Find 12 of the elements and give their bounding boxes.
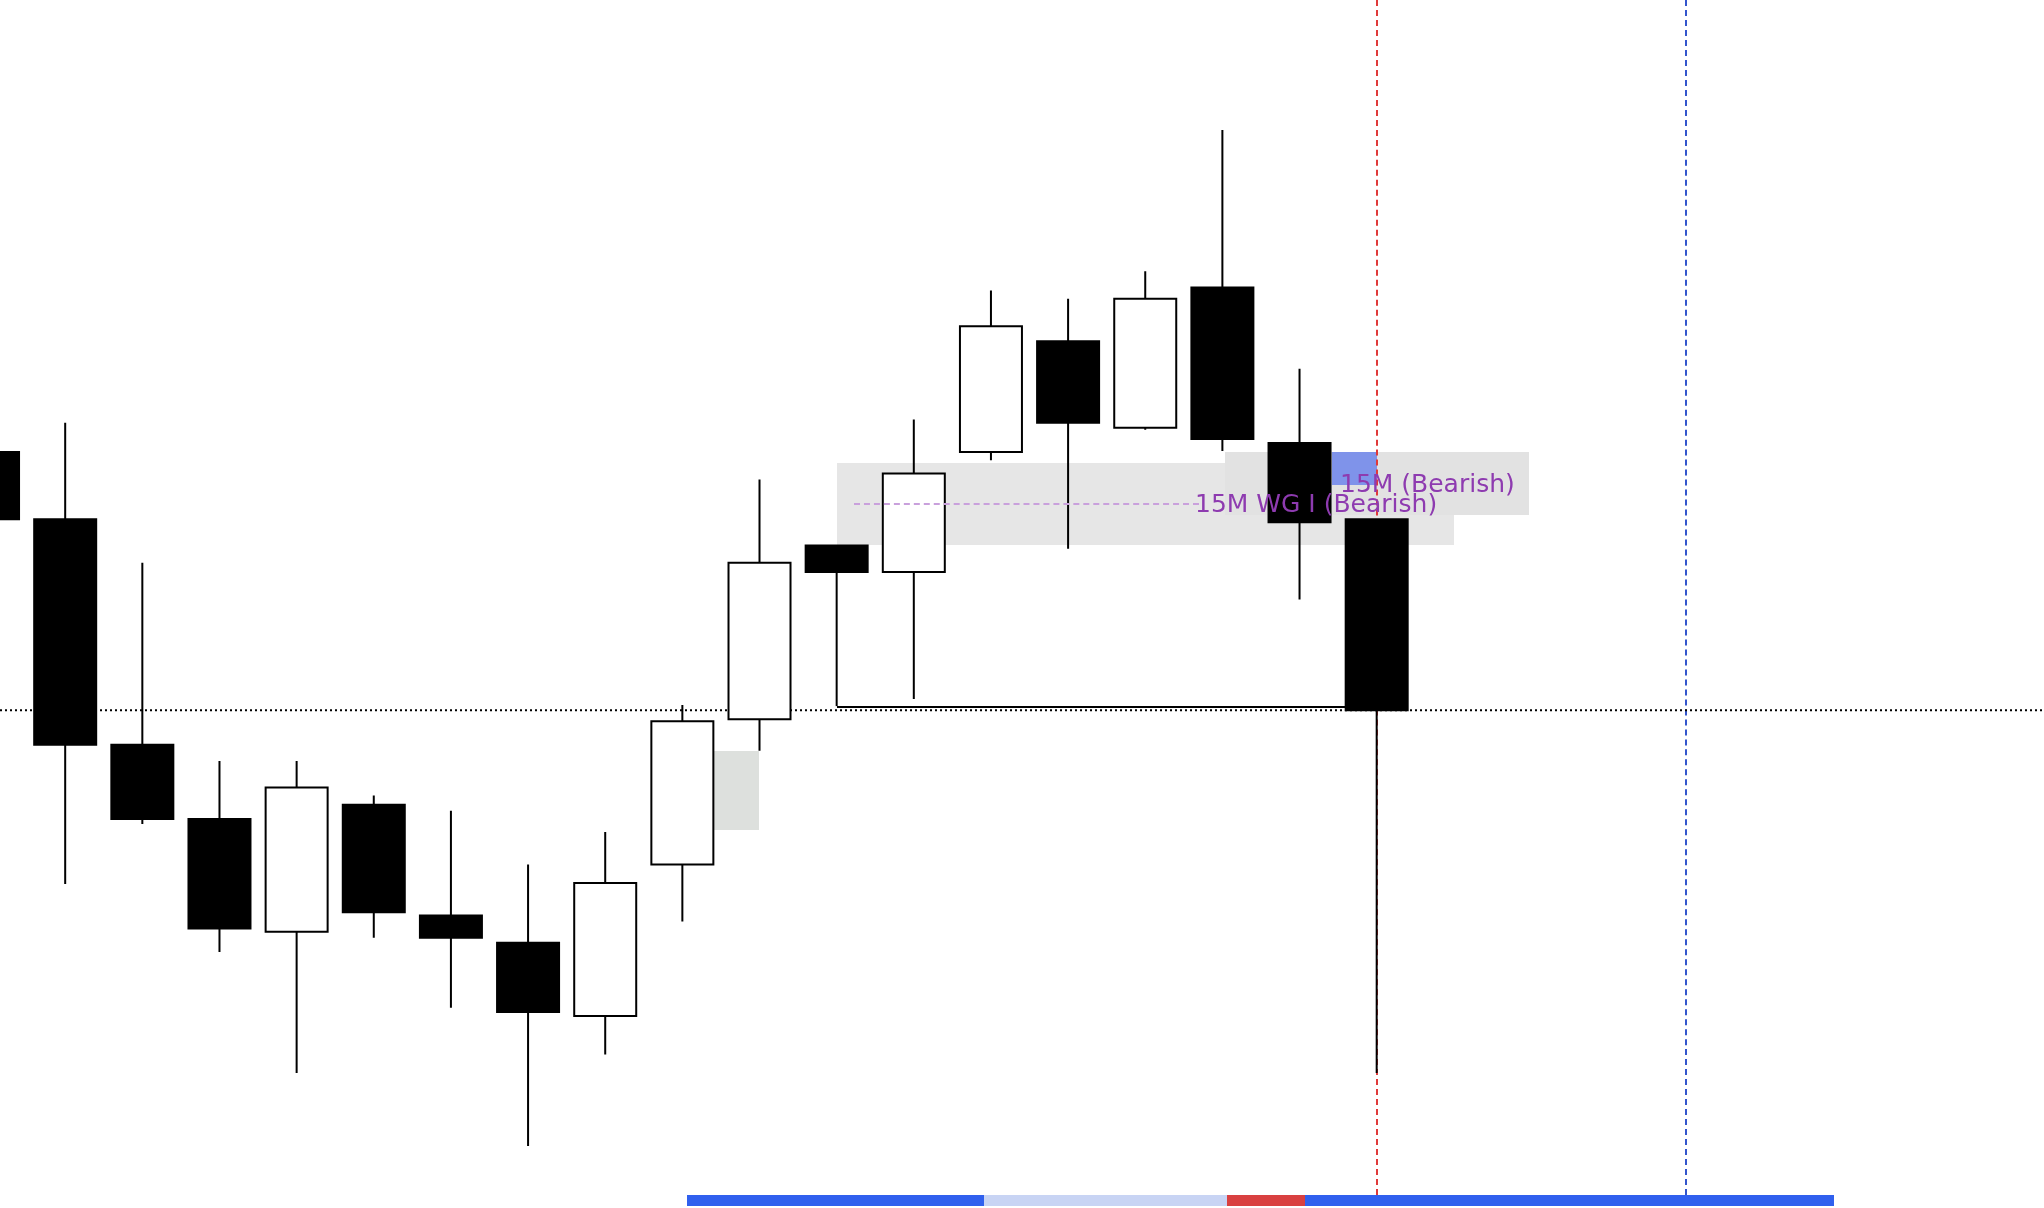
- candlestick: [881, 418, 946, 700]
- candlestick: [187, 759, 252, 953]
- candlestick: [573, 831, 638, 1056]
- candlestick: [1113, 270, 1178, 431]
- candlestick: [1036, 297, 1101, 550]
- candlestick: [418, 809, 483, 1009]
- candlestick: [341, 794, 406, 939]
- candlestick: [1190, 129, 1255, 453]
- candlestick: [264, 759, 329, 1074]
- candlestick: [804, 544, 869, 708]
- candlestick: [958, 289, 1023, 462]
- candlestick: [496, 863, 561, 1148]
